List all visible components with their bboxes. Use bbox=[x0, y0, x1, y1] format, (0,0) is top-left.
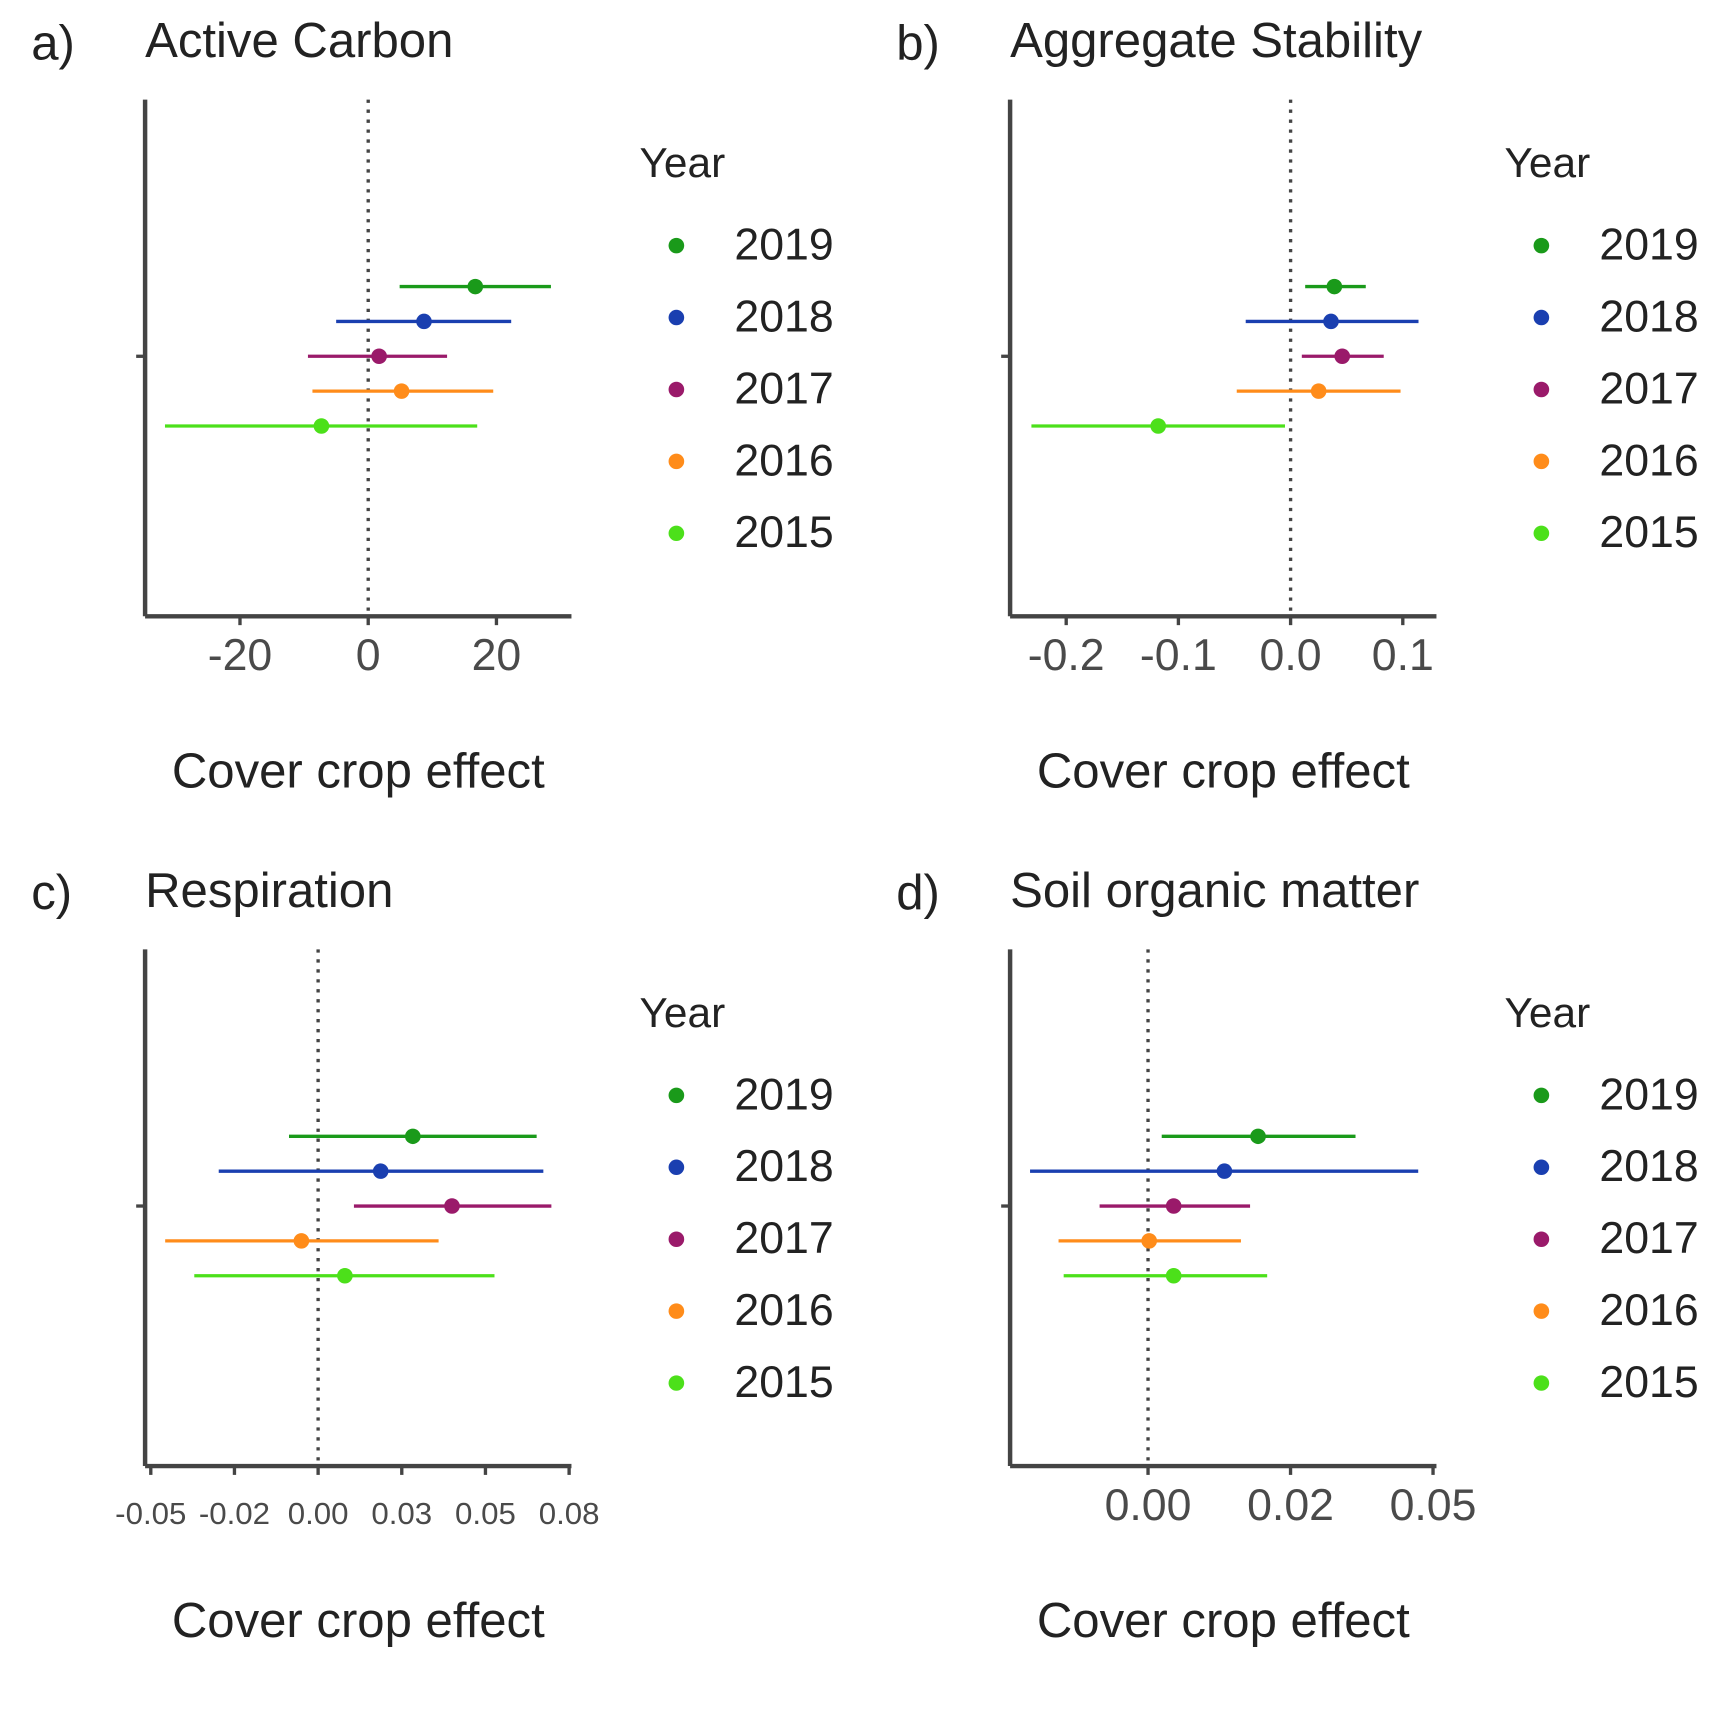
legend-label: 2015 bbox=[734, 1358, 833, 1407]
x-tick-label: 0.00 bbox=[1105, 1481, 1192, 1530]
legend-marker bbox=[1533, 1303, 1550, 1319]
point-estimate bbox=[1150, 418, 1167, 434]
point-estimate bbox=[1141, 1233, 1157, 1249]
legend-label: 2019 bbox=[1599, 221, 1698, 270]
point-estimate bbox=[313, 418, 330, 434]
legend-marker bbox=[1533, 309, 1550, 326]
panel-title: Active Carbon bbox=[145, 14, 453, 68]
point-estimate bbox=[372, 1163, 389, 1179]
legend-label: 2015 bbox=[1599, 508, 1698, 557]
legend-marker bbox=[668, 309, 685, 326]
legend-label: 2016 bbox=[1599, 1286, 1698, 1335]
legend-marker bbox=[668, 1159, 685, 1176]
legend-label: 2018 bbox=[1599, 1142, 1698, 1191]
legend-title: Year bbox=[640, 139, 726, 186]
point-estimate bbox=[416, 313, 432, 330]
x-tick-label: 0.05 bbox=[455, 1496, 516, 1531]
x-tick-label: 0.1 bbox=[1372, 631, 1434, 680]
panel-title: Respiration bbox=[145, 864, 393, 918]
legend-label: 2019 bbox=[734, 1070, 833, 1119]
x-tick-label: 0.05 bbox=[1390, 1481, 1477, 1530]
x-axis-title: Cover crop effect bbox=[1037, 1594, 1410, 1648]
legend-label: 2015 bbox=[734, 508, 833, 557]
legend-marker bbox=[668, 1303, 685, 1319]
legend-label: 2018 bbox=[734, 293, 833, 342]
x-tick-label: 0.00 bbox=[288, 1496, 349, 1531]
point-estimate bbox=[1216, 1163, 1233, 1179]
point-estimate bbox=[293, 1233, 310, 1249]
point-estimate bbox=[405, 1128, 421, 1145]
point-estimate bbox=[1334, 348, 1351, 365]
legend-marker bbox=[668, 1087, 685, 1104]
x-tick-label: -0.05 bbox=[115, 1496, 186, 1531]
x-tick-label: -0.1 bbox=[1140, 631, 1217, 680]
legend-title: Year bbox=[1505, 139, 1591, 186]
point-estimate bbox=[467, 278, 484, 295]
legend-label: 2015 bbox=[1599, 1358, 1698, 1407]
x-tick-label: 0.03 bbox=[371, 1496, 432, 1531]
point-estimate bbox=[1310, 383, 1327, 399]
legend-label: 2019 bbox=[1599, 1070, 1698, 1119]
x-axis-title: Cover crop effect bbox=[172, 1594, 545, 1648]
legend-marker bbox=[668, 1231, 685, 1247]
legend-label: 2018 bbox=[1599, 293, 1698, 342]
panel-label: d) bbox=[896, 866, 940, 920]
panel-label: a) bbox=[31, 17, 75, 71]
x-axis-title: Cover crop effect bbox=[172, 745, 545, 799]
point-estimate bbox=[1323, 313, 1339, 330]
legend-label: 2018 bbox=[734, 1142, 833, 1191]
legend-label: 2016 bbox=[734, 1286, 833, 1335]
legend-marker bbox=[1533, 1159, 1550, 1176]
panel-label: b) bbox=[896, 17, 940, 71]
panel-title: Soil organic matter bbox=[1010, 864, 1419, 918]
point-estimate bbox=[371, 348, 387, 365]
panel-label: c) bbox=[31, 866, 72, 920]
legend-title: Year bbox=[1505, 989, 1591, 1036]
point-estimate bbox=[1165, 1267, 1182, 1284]
legend-marker bbox=[668, 525, 685, 542]
legend-label: 2016 bbox=[734, 436, 833, 485]
legend-marker bbox=[1533, 381, 1550, 398]
x-tick-label: 0.0 bbox=[1260, 631, 1322, 680]
legend-label: 2017 bbox=[1599, 365, 1698, 414]
x-tick-label: 0 bbox=[356, 631, 381, 680]
legend-label: 2017 bbox=[734, 365, 833, 414]
point-estimate bbox=[444, 1198, 460, 1214]
x-tick-label: -0.2 bbox=[1028, 631, 1105, 680]
legend-marker bbox=[668, 1375, 685, 1391]
x-tick-label: -20 bbox=[208, 631, 273, 680]
legend-marker bbox=[668, 237, 685, 254]
legend-marker bbox=[1533, 1231, 1550, 1247]
legend-marker bbox=[668, 381, 685, 398]
legend-marker bbox=[1533, 453, 1550, 470]
legend-label: 2019 bbox=[734, 221, 833, 270]
x-tick-label: -0.02 bbox=[199, 1496, 270, 1531]
legend-marker bbox=[668, 453, 685, 470]
legend-marker bbox=[1533, 525, 1550, 542]
point-estimate bbox=[1326, 278, 1343, 295]
point-estimate bbox=[337, 1267, 353, 1284]
legend-marker bbox=[1533, 237, 1550, 254]
legend-marker bbox=[1533, 1087, 1550, 1104]
legend-label: 2017 bbox=[734, 1214, 833, 1263]
point-estimate bbox=[1250, 1128, 1266, 1145]
x-axis-title: Cover crop effect bbox=[1037, 745, 1410, 799]
x-tick-label: 0.02 bbox=[1247, 1481, 1334, 1530]
legend-marker bbox=[1533, 1375, 1550, 1391]
panel-title: Aggregate Stability bbox=[1010, 14, 1423, 68]
legend-label: 2016 bbox=[1599, 436, 1698, 485]
legend-title: Year bbox=[640, 989, 726, 1036]
x-tick-label: 0.08 bbox=[539, 1496, 600, 1531]
legend-label: 2017 bbox=[1599, 1214, 1698, 1263]
x-tick-label: 20 bbox=[472, 631, 522, 680]
point-estimate bbox=[1165, 1198, 1182, 1214]
point-estimate bbox=[393, 383, 410, 399]
